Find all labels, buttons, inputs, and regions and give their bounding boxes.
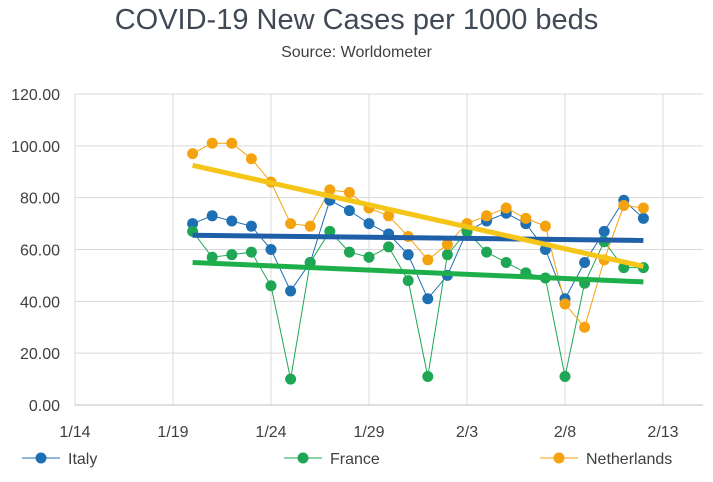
y-tick-label: 40.00 — [20, 294, 60, 311]
legend-label-italy: Italy — [68, 451, 97, 468]
data-point-france — [481, 246, 493, 258]
data-point-netherlands — [285, 218, 297, 230]
data-point-netherlands — [559, 298, 571, 310]
data-point-italy — [343, 205, 355, 217]
data-point-italy — [402, 249, 414, 261]
data-point-netherlands — [520, 212, 532, 224]
data-point-france — [559, 370, 571, 382]
y-tick-label: 60.00 — [20, 243, 60, 260]
data-point-italy — [265, 244, 277, 255]
y-axis: 0.00 20.00 40.00 60.00 80.00 100.00 120.00 — [11, 87, 60, 415]
data-point-france — [206, 251, 218, 263]
x-tick-label: 2/8 — [554, 424, 576, 441]
x-tick-label: 1/29 — [353, 424, 384, 441]
data-point-france — [383, 241, 395, 253]
legend-label-netherlands: Netherlands — [586, 451, 672, 468]
chart-title: COVID-19 New Cases per 1000 beds — [114, 4, 599, 36]
y-tick-label: 80.00 — [20, 191, 60, 208]
trendline-netherlands — [192, 162, 644, 269]
y-tick-label: 20.00 — [20, 346, 60, 363]
x-tick-label: 2/3 — [456, 424, 478, 441]
data-point-netherlands — [441, 238, 453, 250]
data-point-italy — [226, 215, 238, 227]
legend-marker-italy — [35, 452, 47, 464]
data-point-france — [422, 370, 434, 382]
trendlines-layer — [192, 162, 644, 285]
data-point-france — [265, 280, 277, 292]
gridlines — [74, 93, 703, 406]
data-point-netherlands — [618, 199, 630, 211]
data-point-italy — [363, 218, 375, 230]
data-point-netherlands — [579, 321, 591, 333]
trendline-france — [192, 259, 644, 285]
data-point-italy — [637, 212, 649, 224]
data-point-france — [441, 249, 453, 261]
data-point-netherlands — [187, 148, 199, 160]
data-point-italy — [579, 256, 591, 268]
x-tick-label: 2/13 — [647, 424, 678, 441]
chart-subtitle: Source: Worldometer — [281, 44, 432, 61]
legend: Italy France Netherlands — [22, 451, 672, 468]
trendline-italy — [192, 232, 644, 243]
x-tick-label: 1/14 — [59, 424, 90, 441]
data-point-france — [343, 246, 355, 258]
data-point-italy — [187, 218, 199, 230]
data-point-france — [245, 246, 257, 258]
data-point-netherlands — [383, 210, 395, 222]
data-point-netherlands — [324, 184, 336, 196]
data-point-france — [226, 249, 238, 261]
series-layer — [187, 137, 649, 385]
data-point-france — [402, 275, 414, 287]
data-point-france — [324, 225, 336, 237]
data-point-netherlands — [637, 202, 649, 214]
legend-marker-netherlands — [553, 452, 565, 464]
data-point-netherlands — [226, 137, 238, 149]
y-tick-label: 120.00 — [11, 87, 60, 104]
legend-marker-france — [297, 452, 309, 464]
legend-label-france: France — [330, 451, 380, 468]
data-point-italy — [206, 210, 218, 222]
data-point-france — [363, 251, 375, 263]
data-point-france — [500, 256, 512, 268]
data-point-italy — [285, 285, 297, 297]
data-point-netherlands — [481, 210, 493, 222]
data-point-netherlands — [245, 153, 257, 165]
data-point-italy — [598, 225, 610, 237]
data-point-netherlands — [500, 202, 512, 214]
data-point-italy — [422, 293, 434, 305]
x-axis: 1/14 1/19 1/24 1/29 2/3 2/8 2/13 — [59, 424, 678, 441]
x-tick-label: 1/19 — [157, 424, 188, 441]
y-tick-label: 0.00 — [29, 398, 60, 415]
x-tick-label: 1/24 — [255, 424, 286, 441]
data-point-netherlands — [206, 137, 218, 149]
data-point-netherlands — [304, 220, 316, 232]
data-point-netherlands — [422, 254, 434, 266]
data-point-netherlands — [539, 220, 551, 232]
data-point-netherlands — [343, 186, 355, 198]
data-point-france — [285, 373, 297, 385]
y-tick-label: 100.00 — [11, 139, 60, 156]
series-line-france — [192, 230, 644, 380]
data-point-italy — [245, 220, 257, 232]
